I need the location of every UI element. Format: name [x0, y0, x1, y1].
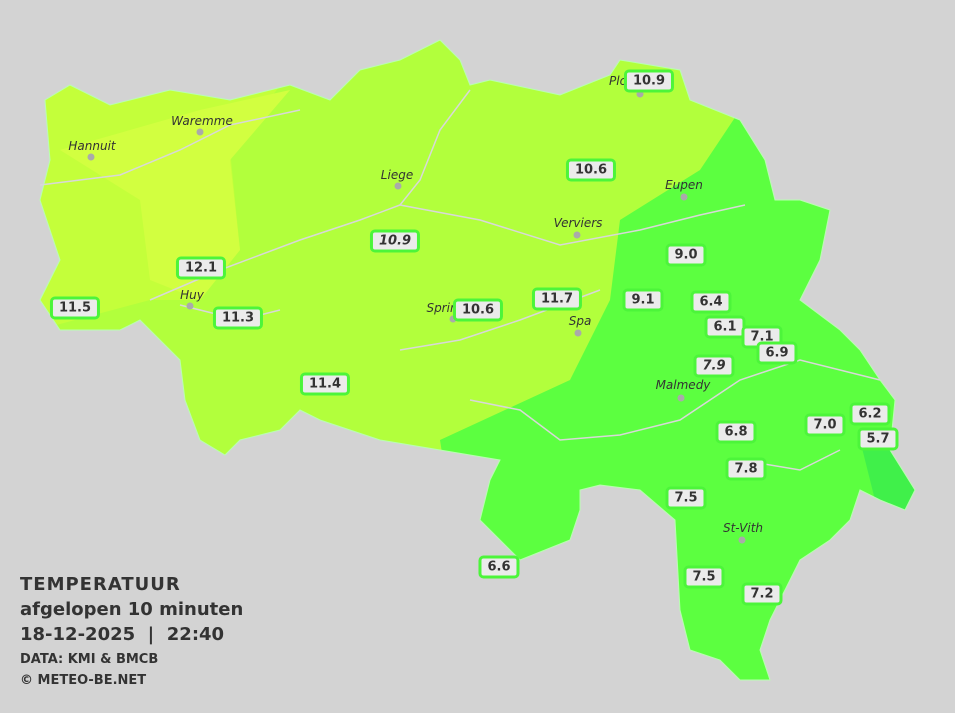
station-temp: 7.0 [804, 413, 846, 437]
station-temp: 9.0 [665, 243, 707, 267]
legend-title: TEMPERATUUR [20, 574, 181, 595]
city-label: Waremme [171, 114, 233, 128]
city-dot [677, 394, 685, 402]
station-temp: 6.6 [478, 555, 520, 579]
station-temp: 7.9 [693, 354, 735, 378]
legend-source: DATA: KMI & BMCB [20, 652, 159, 667]
city-dot [680, 193, 688, 201]
station-temp: 10.6 [565, 158, 617, 182]
city-label: Malmedy [655, 378, 711, 392]
station-temp: 9.1 [622, 288, 664, 312]
station-temp: 10.6 [452, 298, 504, 322]
station-temp: 11.5 [49, 296, 101, 320]
legend-copyright: © METEO-BE.NET [20, 673, 147, 688]
station-temp: 11.3 [212, 306, 264, 330]
map-legend: TEMPERATUUR afgelopen 10 minuten 18-12-2… [20, 572, 243, 691]
station-temp: 7.5 [683, 565, 725, 589]
city-label: Liege [380, 168, 414, 182]
station-temp: 11.7 [531, 287, 583, 311]
station-temp: 7.8 [725, 457, 767, 481]
city-label: Huy [180, 288, 204, 302]
legend-datetime: 18-12-2025 | 22:40 [20, 624, 225, 645]
city-label: Plo [609, 74, 627, 88]
station-temp: 6.9 [756, 341, 798, 365]
station-temp: 7.5 [665, 486, 707, 510]
legend-subtitle: afgelopen 10 minuten [20, 599, 244, 620]
city-label: Spa [568, 314, 592, 328]
city-dot [738, 536, 746, 544]
station-temp: 7.2 [741, 582, 783, 606]
station-temp: 6.8 [715, 420, 757, 444]
station-temp: 6.1 [704, 315, 746, 339]
city-label: Eupen [665, 178, 703, 192]
city-dot [573, 231, 581, 239]
city-label: St-Vith [722, 521, 764, 535]
city-label: Hannuit [68, 139, 116, 153]
city-label: Verviers [553, 216, 603, 230]
city-dot [87, 153, 95, 161]
city-dot [394, 182, 402, 190]
station-temp: 10.9 [623, 69, 675, 93]
station-temp: 5.7 [857, 427, 899, 451]
station-temp: 6.4 [690, 290, 732, 314]
zone-coldest [860, 440, 915, 520]
city-label: Sprin [426, 301, 458, 315]
station-temp: 12.1 [175, 256, 227, 280]
station-temp: 10.9 [369, 229, 421, 253]
city-dot [574, 329, 582, 337]
zone-warmest [60, 90, 290, 300]
city-dot [186, 302, 194, 310]
station-temp: 6.2 [849, 402, 891, 426]
station-temp: 11.4 [299, 372, 351, 396]
city-dot [636, 90, 644, 98]
city-dot [196, 128, 204, 136]
